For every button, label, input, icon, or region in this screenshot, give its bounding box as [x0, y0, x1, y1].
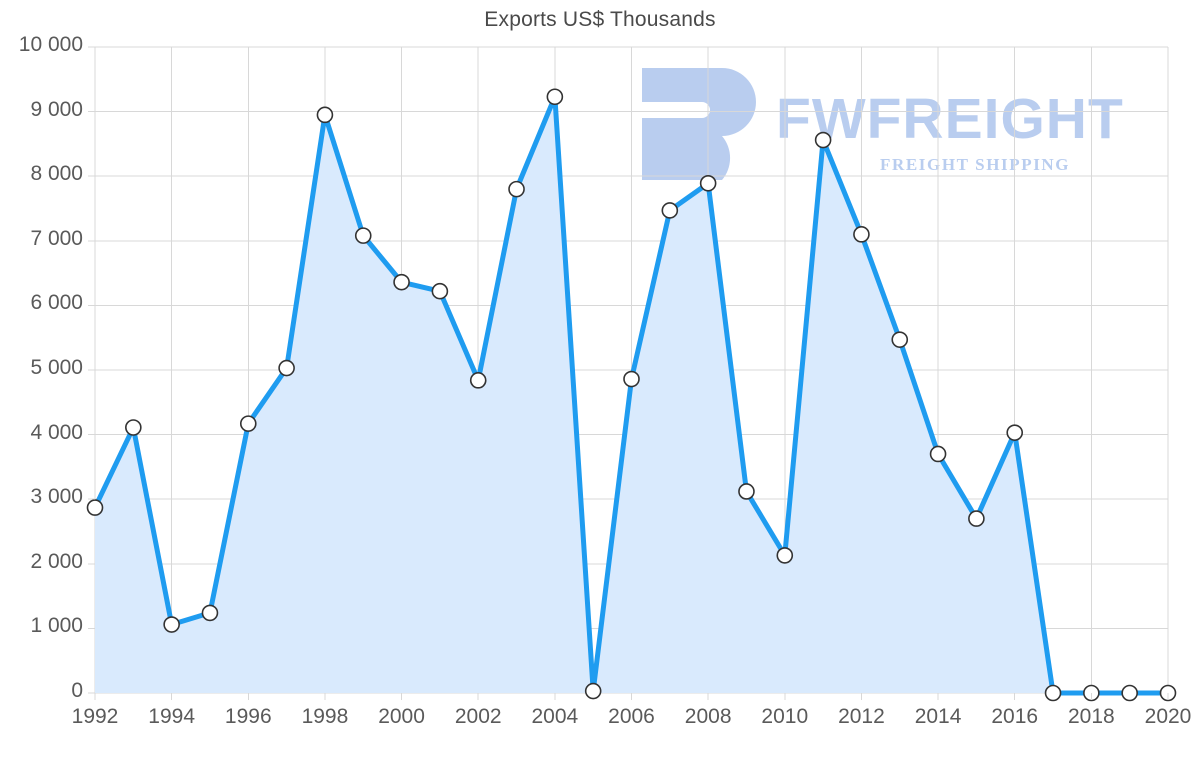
- x-axis-tick-label: 2010: [761, 705, 809, 728]
- data-point-marker[interactable]: [661, 202, 679, 219]
- y-axis-tick-label: 9 000: [30, 97, 83, 121]
- data-point-marker[interactable]: [546, 88, 564, 106]
- x-axis-tick-label: 2008: [684, 705, 732, 728]
- data-point-marker[interactable]: [86, 499, 104, 516]
- data-point-marker[interactable]: [163, 616, 180, 633]
- x-axis-tick-label: 2002: [454, 705, 502, 728]
- x-axis-tick-label: 1996: [224, 705, 272, 728]
- data-point-marker[interactable]: [1121, 684, 1138, 702]
- data-point-marker[interactable]: [239, 415, 257, 432]
- x-axis-tick-label: 2018: [1067, 705, 1115, 728]
- data-point-marker[interactable]: [776, 547, 794, 564]
- data-point-marker[interactable]: [354, 227, 372, 244]
- x-axis-tick-label: 2016: [991, 705, 1039, 728]
- data-point-marker[interactable]: [968, 510, 985, 527]
- x-axis-tick-label: 1994: [148, 705, 195, 728]
- y-axis-tick-label: 1 000: [30, 614, 83, 638]
- y-axis-tick-label: 3 000: [30, 485, 83, 509]
- y-axis-tick-label: 2 000: [30, 549, 83, 573]
- y-axis-tick-label: 10 000: [18, 33, 83, 56]
- x-axis-tick-label: 2020: [1144, 705, 1192, 728]
- data-point-marker[interactable]: [1006, 424, 1024, 441]
- y-axis-tick-label: 7 000: [30, 226, 83, 250]
- y-axis-tick-label: 4 000: [30, 420, 83, 444]
- data-point-marker[interactable]: [584, 682, 602, 700]
- x-axis-tick-label: 1992: [71, 705, 119, 728]
- data-point-marker[interactable]: [929, 445, 947, 463]
- data-point-marker[interactable]: [316, 106, 334, 124]
- y-axis-tick-label: 0: [71, 679, 83, 702]
- data-point-marker[interactable]: [891, 331, 909, 348]
- axis-ticks: [88, 46, 1169, 700]
- data-markers: [86, 88, 1177, 702]
- x-axis-tick-label: 2012: [838, 705, 885, 728]
- data-point-marker[interactable]: [699, 175, 717, 192]
- y-axis-tick-label: 6 000: [30, 291, 83, 315]
- data-point-marker[interactable]: [201, 604, 219, 622]
- y-axis-tick-label: 8 000: [30, 162, 83, 186]
- data-point-marker[interactable]: [393, 273, 410, 291]
- x-axis-tick-label: 2004: [531, 705, 579, 728]
- data-point-marker[interactable]: [431, 282, 449, 300]
- x-axis-tick-label: 1998: [301, 705, 349, 728]
- data-point-marker[interactable]: [508, 180, 525, 198]
- data-point-marker[interactable]: [469, 372, 487, 389]
- data-point-marker[interactable]: [853, 226, 870, 243]
- y-axis-tick-label: 5 000: [30, 356, 83, 379]
- data-point-marker[interactable]: [278, 359, 295, 377]
- x-axis-tick-label: 2006: [608, 705, 655, 728]
- data-point-marker[interactable]: [814, 131, 832, 149]
- x-axis-tick-label: 2014: [914, 705, 962, 728]
- data-point-marker[interactable]: [623, 370, 640, 388]
- x-axis-tick-label: 2000: [378, 705, 425, 728]
- chart-title: Exports US$ Thousands: [484, 8, 716, 31]
- data-point-marker[interactable]: [125, 419, 142, 436]
- data-point-marker[interactable]: [1044, 684, 1062, 702]
- data-point-marker[interactable]: [738, 483, 755, 500]
